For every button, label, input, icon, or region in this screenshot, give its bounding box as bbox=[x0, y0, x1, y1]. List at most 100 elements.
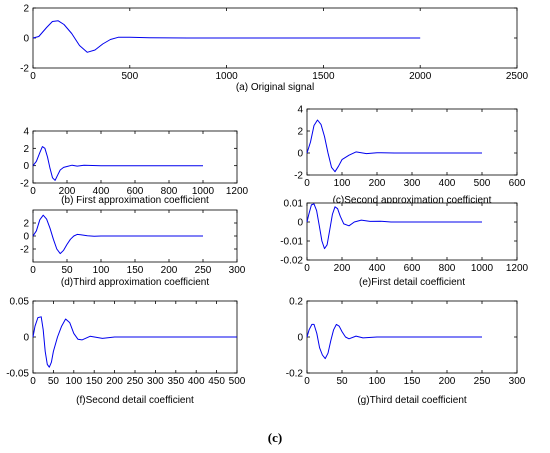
x-tick-label: 150 bbox=[127, 265, 144, 276]
x-tick-label: 150 bbox=[404, 376, 421, 387]
panel-caption: (a) Original signal bbox=[236, 82, 314, 93]
panel-caption: (b) First approximation coefficient bbox=[61, 195, 209, 206]
x-tick-label: 50 bbox=[336, 376, 348, 387]
series-line-0 bbox=[32, 214, 203, 255]
y-tick-label: 0 bbox=[23, 34, 29, 45]
chart-panel-6: 0 50 100 150 200 250 300-0.200.2(g)Third detai… bbox=[286, 297, 526, 407]
x-tick-label: 1000 bbox=[192, 186, 215, 197]
x-tick-label: 400 bbox=[188, 376, 205, 387]
x-tick-label: 600 bbox=[127, 186, 144, 197]
x-tick-label: 0 bbox=[304, 178, 310, 189]
x-tick-label: 500 bbox=[121, 71, 138, 82]
x-tick-label: 250 bbox=[474, 376, 491, 387]
x-tick-label: 800 bbox=[439, 263, 456, 274]
x-tick-label: 300 bbox=[404, 178, 421, 189]
y-tick-label: -0.2 bbox=[286, 369, 304, 380]
x-tick-label: 450 bbox=[208, 376, 225, 387]
y-tick-label: 0 bbox=[23, 161, 29, 172]
series-line-0 bbox=[32, 146, 203, 181]
y-tick-label: 0 bbox=[297, 218, 303, 229]
x-tick-label: 500 bbox=[229, 376, 246, 387]
x-tick-label: 200 bbox=[161, 265, 178, 276]
series-line-0 bbox=[306, 119, 482, 173]
series-line-0 bbox=[32, 20, 421, 53]
x-tick-label: 100 bbox=[65, 376, 82, 387]
plot-frame bbox=[306, 108, 518, 176]
x-tick-label: 1200 bbox=[226, 186, 249, 197]
x-tick-label: 1200 bbox=[506, 263, 529, 274]
y-tick-label: 0.05 bbox=[10, 297, 30, 308]
panel-caption: (e)First detail coefficient bbox=[359, 277, 465, 288]
chart-panel-4: 0 200 400 600 800 1000 1200 -0.02 -0.01 0 0.01 (e)F… bbox=[280, 199, 528, 289]
panel-caption: (d)Third approximation coefficient bbox=[61, 277, 209, 288]
y-tick-label: 4 bbox=[297, 105, 303, 116]
y-tick-label: -2 bbox=[20, 179, 29, 190]
y-tick-label: 0.01 bbox=[284, 199, 304, 210]
panel-caption: (f)Second detail coefficient bbox=[76, 395, 194, 406]
x-tick-label: 50 bbox=[61, 265, 73, 276]
x-tick-label: 2500 bbox=[506, 71, 529, 82]
x-tick-label: 600 bbox=[509, 178, 526, 189]
x-tick-label: 250 bbox=[195, 265, 212, 276]
x-tick-label: 300 bbox=[147, 376, 164, 387]
x-tick-label: 150 bbox=[86, 376, 103, 387]
x-tick-label: 2000 bbox=[409, 71, 432, 82]
x-tick-label: 100 bbox=[334, 178, 351, 189]
y-tick-label: -2 bbox=[20, 64, 29, 75]
panel-caption: (g)Third detail coefficient bbox=[357, 395, 467, 406]
y-tick-label: 2 bbox=[23, 219, 29, 230]
x-tick-label: 0 bbox=[304, 263, 310, 274]
x-tick-label: 100 bbox=[369, 376, 386, 387]
x-tick-label: 0 bbox=[304, 376, 310, 387]
x-tick-label: 400 bbox=[369, 263, 386, 274]
x-tick-label: 400 bbox=[439, 178, 456, 189]
x-tick-label: 0 bbox=[30, 71, 36, 82]
y-tick-label: 0 bbox=[23, 333, 29, 344]
x-tick-label: 1000 bbox=[215, 71, 238, 82]
y-tick-label: -0.02 bbox=[280, 256, 303, 267]
y-tick-label: -0.01 bbox=[280, 237, 303, 248]
x-tick-label: 500 bbox=[474, 178, 491, 189]
y-tick-label: 0.2 bbox=[289, 297, 303, 308]
chart-panel-3: 0 50 100 150 200 250 300-202(d)Third approxima… bbox=[20, 209, 246, 288]
series-line-0 bbox=[32, 316, 237, 368]
y-tick-label: -0.05 bbox=[6, 369, 29, 380]
x-tick-label: 200 bbox=[334, 263, 351, 274]
figure-label: (c) bbox=[268, 430, 282, 445]
x-tick-label: 1500 bbox=[312, 71, 335, 82]
x-tick-label: 1000 bbox=[471, 263, 494, 274]
x-tick-label: 200 bbox=[106, 376, 123, 387]
x-tick-label: 400 bbox=[93, 186, 110, 197]
y-tick-label: -2 bbox=[294, 171, 303, 182]
x-tick-label: 200 bbox=[439, 376, 456, 387]
y-tick-label: 0 bbox=[297, 149, 303, 160]
plot-frame bbox=[306, 202, 518, 261]
x-tick-label: 0 bbox=[30, 186, 36, 197]
series-line-0 bbox=[306, 203, 482, 250]
x-tick-label: 300 bbox=[509, 376, 526, 387]
series-line-0 bbox=[306, 323, 482, 360]
x-tick-label: 250 bbox=[127, 376, 144, 387]
chart-panel-0: 0 500 1000 1500 2000 2500-202(a) Original sig… bbox=[20, 4, 528, 94]
x-tick-label: 200 bbox=[59, 186, 76, 197]
y-tick-label: 0 bbox=[23, 232, 29, 243]
x-tick-label: 50 bbox=[48, 376, 60, 387]
y-tick-label: -2 bbox=[20, 245, 29, 256]
x-tick-label: 0 bbox=[30, 265, 36, 276]
x-tick-label: 0 bbox=[30, 376, 36, 387]
y-tick-label: 2 bbox=[297, 127, 303, 138]
x-tick-label: 600 bbox=[404, 263, 421, 274]
x-tick-label: 300 bbox=[229, 265, 246, 276]
y-tick-label: 4 bbox=[23, 127, 29, 138]
chart-panel-5: 0 50 100 150 200 250 300 350 400 450 500-0.0500.05… bbox=[6, 297, 246, 407]
panel-caption: (c)Second approximation coefficient bbox=[333, 195, 492, 206]
x-tick-label: 800 bbox=[161, 186, 178, 197]
y-tick-label: 0 bbox=[297, 333, 303, 344]
y-tick-label: 2 bbox=[23, 4, 29, 15]
y-tick-label: 2 bbox=[23, 144, 29, 155]
plot-frame bbox=[32, 130, 238, 184]
x-tick-label: 350 bbox=[167, 376, 184, 387]
